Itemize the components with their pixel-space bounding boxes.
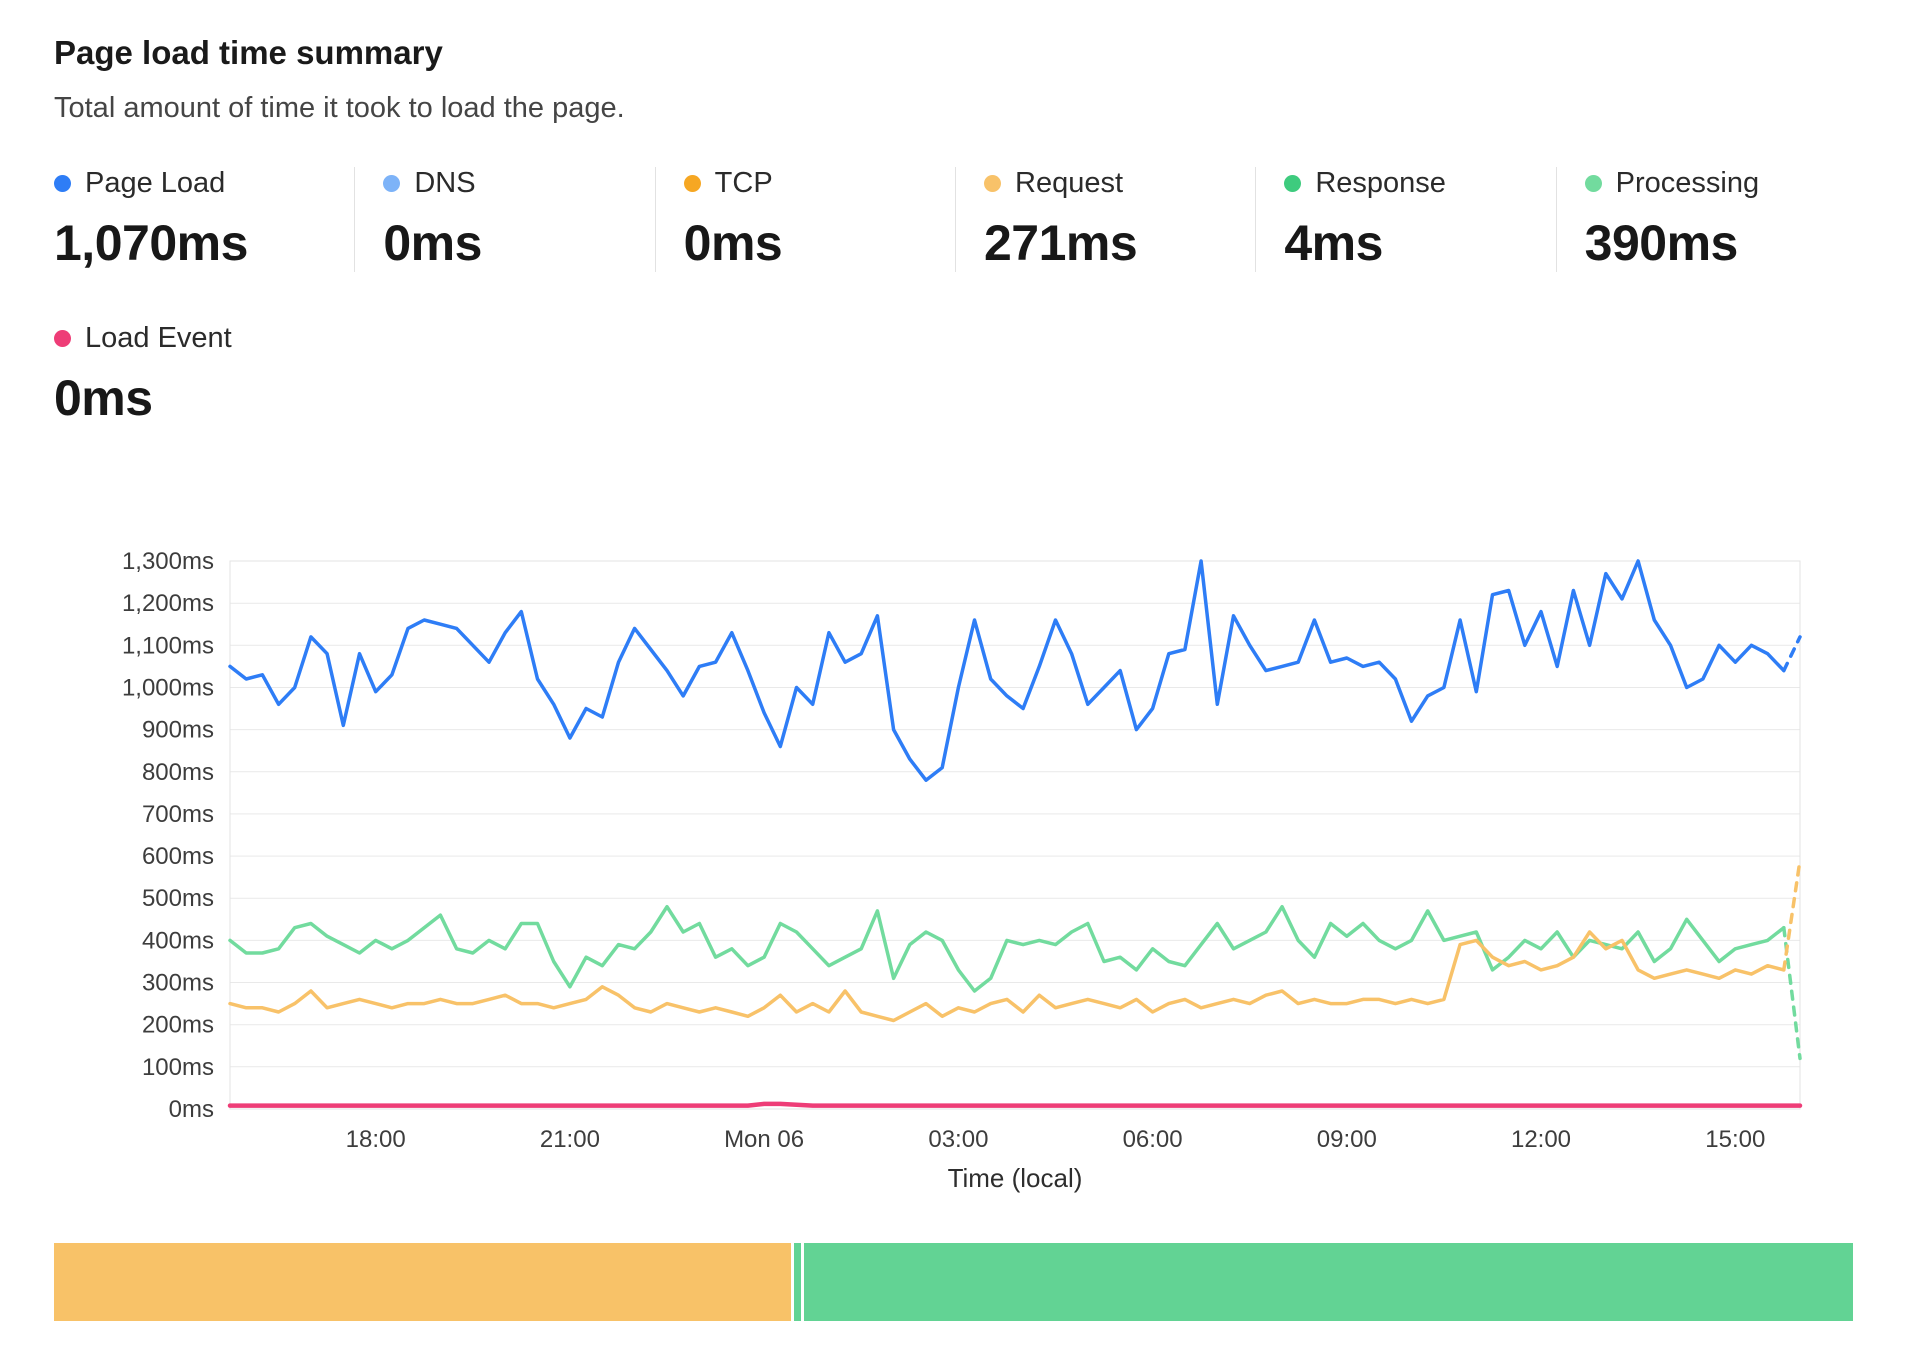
svg-text:900ms: 900ms [142,717,214,744]
metrics-row: Page Load 1,070ms DNS 0ms TCP 0ms Reques… [54,167,1856,272]
svg-text:1,300ms: 1,300ms [122,548,214,575]
metric-value: 1,070ms [54,215,248,271]
svg-text:500ms: 500ms [142,885,214,912]
legend-dot-icon [383,175,401,192]
metric-dns[interactable]: DNS 0ms [354,167,654,272]
svg-text:700ms: 700ms [142,801,214,828]
metrics-row-2: Load Event 0ms [54,322,1856,427]
page-subtitle: Total amount of time it took to load the… [54,92,625,124]
timeseries-chart[interactable]: 0ms 100ms 200ms 300ms 400ms 500ms 600ms 700ms 80… [54,539,1856,1199]
bar-segment-sliver [794,1243,802,1321]
legend-dot-icon [984,175,1001,192]
metric-label: Page Load [85,167,226,199]
chart-canvas[interactable]: 0ms 100ms 200ms 300ms 400ms 500ms 600ms 700ms 80… [54,539,1856,1199]
metric-label: Request [1015,167,1124,199]
metric-page-load[interactable]: Page Load 1,070ms [54,167,354,272]
metric-header: Processing [1584,167,1836,200]
bar-segment-request-share [54,1243,792,1321]
legend-dot-icon [54,175,71,192]
legend-dot-icon [54,330,71,347]
svg-text:Time (local): Time (local) [948,1163,1083,1193]
page-load-summary-panel: Page load time summary Total amount of t… [54,34,1856,1321]
svg-text:15:00: 15:00 [1705,1126,1765,1153]
metric-header: Request [984,167,1235,200]
metric-label: TCP [714,167,773,199]
metric-value: 4ms [1284,215,1383,271]
svg-text:18:00: 18:00 [346,1126,406,1153]
breakdown-bar [54,1243,1856,1321]
metric-value: 390ms [1584,215,1739,271]
metric-header: Response [1284,167,1535,200]
svg-text:12:00: 12:00 [1511,1126,1571,1153]
svg-text:800ms: 800ms [142,759,214,786]
svg-text:1,000ms: 1,000ms [122,675,214,702]
metric-response[interactable]: Response 4ms [1255,167,1555,272]
svg-text:1,200ms: 1,200ms [122,590,214,617]
svg-text:400ms: 400ms [142,927,214,954]
metric-label: Load Event [85,322,232,354]
svg-text:06:00: 06:00 [1123,1126,1183,1153]
metric-header: Page Load [54,167,334,200]
svg-text:03:00: 03:00 [928,1126,988,1153]
metric-request[interactable]: Request 271ms [955,167,1255,272]
metric-value: 0ms [54,370,153,426]
svg-text:09:00: 09:00 [1317,1126,1377,1153]
svg-text:0ms: 0ms [169,1096,214,1123]
svg-text:Mon 06: Mon 06 [724,1126,804,1153]
metric-header: DNS [383,167,634,200]
metric-value: 271ms [984,215,1138,271]
metric-header: TCP [683,167,935,200]
svg-text:200ms: 200ms [142,1012,214,1039]
metric-header: Load Event [54,322,334,355]
metric-value: 0ms [683,215,783,271]
legend-dot-icon [1284,175,1302,192]
metric-tcp[interactable]: TCP 0ms [654,167,955,272]
metric-load-event[interactable]: Load Event 0ms [54,322,354,427]
metric-label: Response [1315,167,1446,199]
bar-segment-processing-share [804,1243,1853,1321]
metric-label: Processing [1615,167,1760,199]
legend-dot-icon [1584,175,1602,192]
metric-value: 0ms [383,215,482,271]
legend-dot-icon [683,175,701,192]
svg-text:21:00: 21:00 [540,1126,600,1153]
metric-label: DNS [414,167,476,199]
svg-text:100ms: 100ms [142,1054,214,1081]
metric-processing[interactable]: Processing 390ms [1555,167,1856,272]
svg-text:1,100ms: 1,100ms [122,632,214,659]
page-title: Page load time summary [54,34,443,71]
svg-text:600ms: 600ms [142,843,214,870]
svg-text:300ms: 300ms [142,970,214,997]
